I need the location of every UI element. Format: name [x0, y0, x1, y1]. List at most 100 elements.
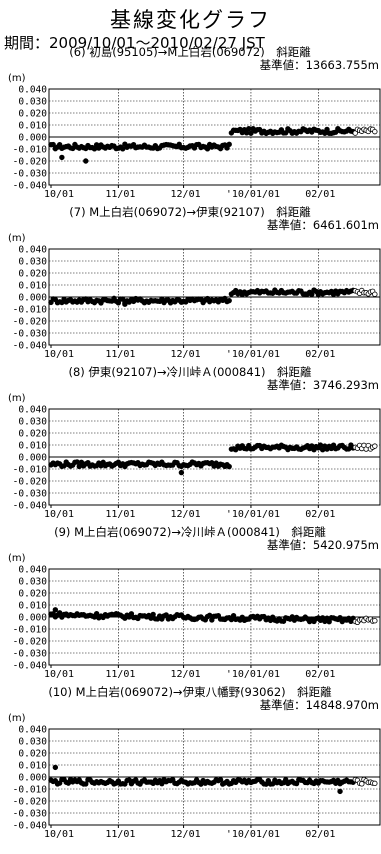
data-point — [248, 130, 254, 136]
y-tick-label: -0.030 — [13, 809, 48, 820]
y-tick-label: -0.010 — [13, 145, 48, 156]
x-tick-label: 12/01 — [171, 509, 201, 520]
y-tick-label: 0.020 — [18, 269, 47, 280]
y-tick-label: 0.020 — [18, 109, 47, 120]
x-tick-label: 12/01 — [171, 829, 201, 840]
data-point — [283, 130, 289, 136]
x-tick-label: 12/01 — [171, 669, 201, 680]
data-point — [59, 154, 65, 161]
chart-title: (7) M上白岩(069072)→伊東(92107) 斜距離 — [69, 205, 311, 219]
y-tick-label: 0.010 — [18, 121, 47, 132]
y-tick-label: 0.000 — [18, 133, 47, 144]
x-tick-label: 11/01 — [105, 509, 135, 520]
data-point — [93, 611, 100, 617]
chart-title: (9) M上白岩(069072)→冷川峠Ａ(000841) 斜距離 — [54, 525, 326, 539]
y-tick-label: -0.010 — [13, 305, 48, 316]
plot-frame — [48, 248, 381, 346]
data-point — [206, 612, 213, 619]
data-point — [52, 764, 59, 771]
data-point — [74, 459, 80, 465]
x-tick-label: '10/01/01 — [226, 669, 280, 680]
y-tick-label: -0.020 — [13, 797, 48, 808]
y-tick-label: -0.010 — [13, 785, 48, 796]
baseline-value: 基準値：5420.975m — [267, 538, 379, 552]
y-tick-label: -0.010 — [13, 625, 48, 636]
baseline-value: 基準値：6461.601m — [267, 218, 379, 232]
data-point — [226, 463, 232, 470]
data-point — [326, 619, 332, 625]
y-tick-label: -0.020 — [13, 317, 48, 328]
x-tick-label: 10/01 — [44, 829, 74, 840]
x-tick-label: '10/01/01 — [226, 509, 280, 520]
y-tick-label: 0.000 — [18, 613, 47, 624]
data-point — [122, 301, 128, 307]
x-tick-label: 12/01 — [171, 349, 201, 360]
y-tick-label: 0.040 — [18, 245, 47, 256]
page-title: 基線変化グラフ — [110, 8, 271, 32]
data-point — [83, 158, 89, 164]
y-tick-label: -0.020 — [13, 157, 48, 168]
y-tick-label: -0.040 — [13, 181, 48, 192]
x-tick-label: 10/01 — [44, 669, 74, 680]
x-tick-label: '10/01/01 — [226, 829, 280, 840]
y-tick-label: 0.030 — [18, 257, 47, 268]
data-point — [226, 297, 232, 304]
x-tick-label: 02/01 — [305, 509, 335, 520]
data-point — [372, 617, 378, 624]
unit-label: (m) — [8, 713, 26, 724]
y-tick-label: 0.000 — [18, 773, 47, 784]
y-tick-label: 0.040 — [18, 565, 47, 576]
chart-panel-10: (10) M上白岩(069072)→伊東八幡野(93062) 斜距離基準値：14… — [8, 685, 381, 840]
data-point — [159, 780, 165, 787]
y-tick-label: 0.020 — [18, 589, 47, 600]
chart-panel-7: (7) M上白岩(069072)→伊東(92107) 斜距離基準値：6461.6… — [8, 205, 381, 360]
x-tick-label: 11/01 — [105, 349, 135, 360]
y-tick-label: 0.040 — [18, 405, 47, 416]
data-point — [217, 776, 224, 783]
x-tick-label: 10/01 — [44, 509, 74, 520]
y-tick-label: 0.010 — [18, 761, 47, 772]
chart-panel-8: (8) 伊東(92107)→冷川峠Ａ(000841) 斜距離基準値：3746.2… — [8, 365, 381, 520]
data-point — [337, 788, 343, 795]
data-point — [372, 780, 378, 787]
baseline-value: 基準値：3746.293m — [267, 378, 379, 392]
data-point — [83, 781, 89, 787]
period-label: 期間：2009/10/01～2010/02/27 JST — [4, 34, 265, 52]
y-tick-label: 0.000 — [18, 293, 47, 304]
x-tick-label: 10/01 — [44, 189, 74, 200]
y-tick-label: 0.040 — [18, 85, 47, 96]
x-tick-label: 12/01 — [171, 189, 201, 200]
data-point — [204, 146, 211, 152]
y-tick-label: -0.040 — [13, 341, 48, 352]
baseline-value: 基準値：14848.970m — [260, 698, 379, 712]
data-point — [150, 611, 156, 618]
unit-label: (m) — [8, 393, 26, 404]
y-tick-label: -0.020 — [13, 637, 48, 648]
y-tick-label: 0.010 — [18, 441, 47, 452]
y-tick-label: 0.030 — [18, 97, 47, 108]
x-tick-label: 02/01 — [305, 669, 335, 680]
y-tick-label: -0.040 — [13, 501, 48, 512]
x-tick-label: '10/01/01 — [226, 349, 280, 360]
y-tick-label: 0.040 — [18, 725, 47, 736]
unit-label: (m) — [8, 553, 26, 564]
unit-label: (m) — [8, 233, 26, 244]
data-point — [178, 469, 185, 476]
y-tick-label: 0.030 — [18, 577, 47, 588]
x-tick-label: 02/01 — [305, 189, 335, 200]
chart-title: (10) M上白岩(069072)→伊東八幡野(93062) 斜距離 — [48, 685, 332, 699]
x-tick-label: 02/01 — [305, 829, 335, 840]
chart-panel-6: (6) 初島(95105)→M上白岩(069072) 斜距離基準値：13663.… — [8, 45, 381, 200]
x-tick-label: 11/01 — [105, 669, 135, 680]
y-tick-label: 0.000 — [18, 453, 47, 464]
plot-frame — [48, 88, 381, 186]
y-tick-label: -0.040 — [13, 661, 48, 672]
y-tick-label: -0.020 — [13, 477, 48, 488]
chart-title: (6) 初島(95105)→M上白岩(069072) 斜距離 — [69, 45, 311, 59]
y-tick-label: -0.030 — [13, 649, 48, 660]
chart-title: (8) 伊東(92107)→冷川峠Ａ(000841) 斜距離 — [68, 365, 312, 379]
x-tick-label: 02/01 — [305, 349, 335, 360]
data-point — [56, 610, 63, 616]
y-tick-label: -0.030 — [13, 489, 48, 500]
